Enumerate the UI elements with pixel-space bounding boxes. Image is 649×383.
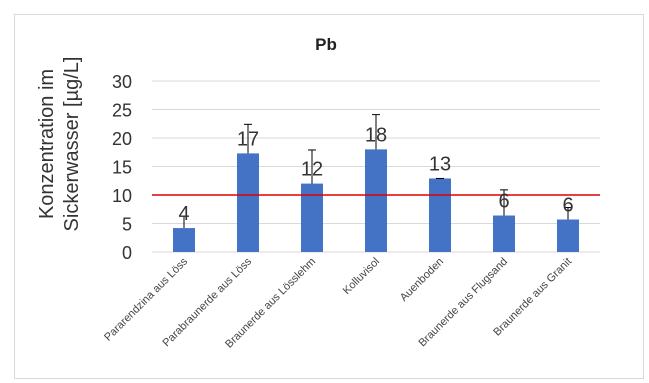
bar — [557, 219, 579, 252]
y-tick-label: 25 — [112, 101, 132, 121]
chart-area — [14, 14, 644, 379]
bar — [237, 153, 259, 252]
y-axis-label-line-2: Sickerwasser [µg/L] — [61, 57, 83, 232]
data-label: 13 — [429, 153, 451, 175]
bar — [429, 178, 451, 252]
bar — [173, 228, 195, 252]
bar — [493, 215, 515, 252]
data-label: 6 — [498, 191, 509, 213]
y-tick-label: 15 — [112, 158, 132, 178]
data-label: 4 — [178, 203, 189, 225]
y-tick-label: 0 — [122, 243, 132, 263]
data-label: 17 — [237, 128, 259, 150]
y-tick-label: 20 — [112, 129, 132, 149]
data-label: 6 — [562, 195, 573, 217]
chart-title: Pb — [315, 35, 337, 54]
x-tick-label: Kolluvisol — [341, 256, 382, 297]
y-tick-label: 10 — [112, 186, 132, 206]
y-tick-label: 30 — [112, 72, 132, 92]
x-tick-label: Auenboden — [398, 256, 446, 304]
data-label: 12 — [301, 159, 323, 181]
y-tick-label: 5 — [122, 215, 132, 235]
y-axis-label-line-1: Konzentration im — [36, 69, 58, 219]
data-label: 18 — [365, 124, 387, 146]
bar — [301, 183, 323, 252]
bar — [365, 149, 387, 252]
